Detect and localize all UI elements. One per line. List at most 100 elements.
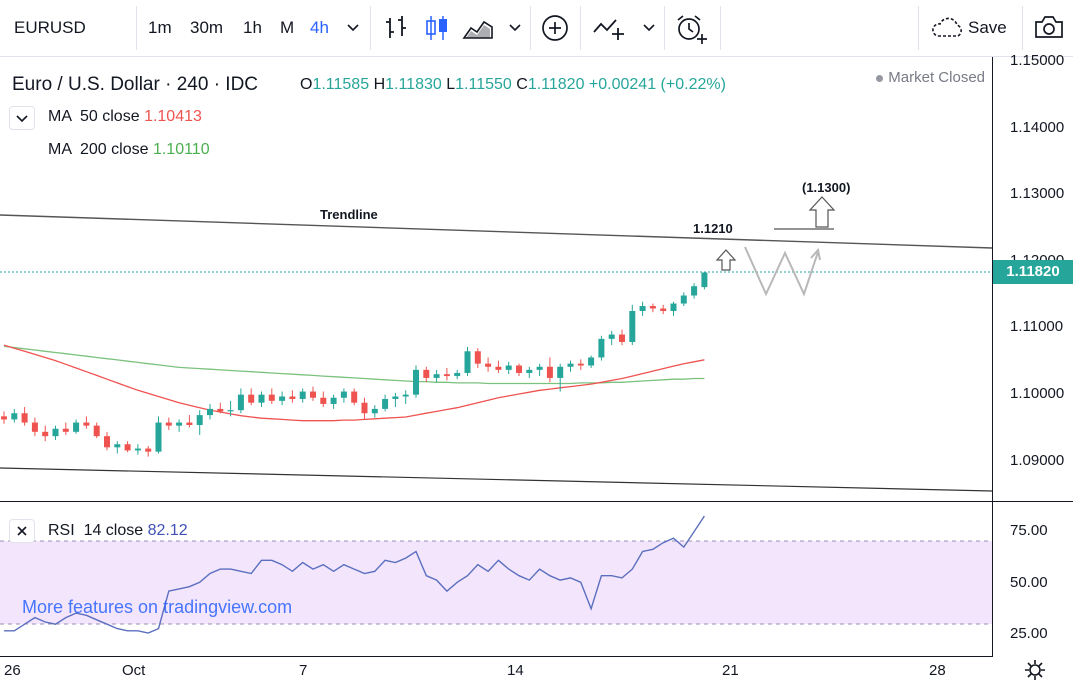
trendline-lower	[0, 467, 992, 492]
timeframe-1m[interactable]: 1m	[148, 18, 172, 37]
candle-body	[248, 394, 255, 403]
candle-body	[691, 286, 698, 296]
ohlc-legend: O1.11585 H1.11830 L1.11550 C1.11820 +0.0…	[300, 76, 726, 94]
rsi-axis-label: 75.00	[1010, 522, 1048, 539]
cloud-icon[interactable]	[930, 17, 966, 39]
camera-icon[interactable]	[1034, 14, 1064, 40]
trendline-upper	[0, 214, 992, 249]
candle-body	[557, 366, 564, 378]
candle-body	[639, 306, 646, 311]
price-chart[interactable]: Trendline 1.1210 (1.1300)	[0, 57, 992, 657]
projection-arrowhead	[810, 247, 821, 261]
candles-chart-style-icon[interactable]	[424, 14, 450, 42]
timeframe-1h[interactable]: 1h	[243, 18, 262, 37]
price-label: 1.13000	[1010, 185, 1065, 202]
chevron-down-icon[interactable]	[346, 22, 360, 34]
candle-body	[207, 408, 213, 416]
close-label: C	[516, 76, 528, 93]
rsi-label: RSI 14 close	[48, 522, 144, 539]
candle-body	[155, 422, 162, 452]
candle-body	[52, 428, 59, 437]
candle-body	[62, 428, 69, 432]
timeframe-30m[interactable]: 30m	[190, 18, 224, 37]
candle-body	[454, 372, 461, 377]
candle-body	[42, 431, 49, 437]
chevron-down-icon[interactable]	[642, 22, 656, 34]
low-label: L	[446, 76, 456, 93]
candle-body	[176, 422, 183, 426]
close-icon	[17, 526, 27, 536]
candle-body	[21, 413, 28, 423]
candle-body	[402, 394, 409, 397]
price-label: 1.15000	[1010, 52, 1065, 69]
chevron-down-icon[interactable]	[508, 22, 522, 34]
toolbar-divider	[580, 6, 581, 50]
ma200-line	[3, 345, 705, 385]
tradingview-watermark[interactable]: More features on tradingview.com	[22, 597, 293, 617]
collapse-rsi-button[interactable]	[9, 519, 35, 543]
up-arrow-target	[808, 196, 836, 228]
bar-chart-style-icon[interactable]	[384, 14, 410, 42]
compare-icon[interactable]	[592, 14, 628, 44]
candle-body	[310, 391, 316, 398]
rsi-legend: RSI 14 close 82.12	[48, 522, 188, 540]
toolbar-divider	[664, 6, 665, 50]
candle-body	[217, 408, 224, 412]
candle-body	[474, 351, 481, 364]
candle-body	[536, 366, 543, 370]
candle-body	[680, 295, 687, 304]
candle-body	[495, 366, 502, 370]
time-axis[interactable]	[0, 656, 992, 685]
candle-body	[443, 374, 450, 377]
ma50-line	[3, 344, 705, 422]
timeframe-M[interactable]: M	[280, 18, 295, 37]
current-price-badge: 1.11820	[993, 260, 1073, 284]
candle-body	[31, 422, 38, 432]
candle-body	[196, 415, 203, 426]
candle-body	[516, 365, 522, 373]
candle-body	[279, 396, 286, 401]
candle-body	[165, 422, 172, 426]
toolbar-divider	[136, 6, 137, 50]
save-button[interactable]: Save	[968, 18, 1007, 37]
pane-separator[interactable]	[0, 501, 1073, 502]
candle-body	[114, 444, 121, 448]
collapse-legend-button[interactable]	[9, 106, 35, 130]
rsi-axis-label: 25.00	[1010, 625, 1048, 642]
rsi-line	[4, 515, 705, 634]
level-1300-label: (1.1300)	[802, 180, 850, 195]
price-label: 1.11000	[1010, 318, 1064, 335]
candle-body	[629, 310, 636, 342]
candle-body	[227, 410, 234, 412]
candle-body	[320, 397, 327, 404]
high-value: 1.11830	[385, 76, 442, 93]
ma50-legend: MA 50 close 1.10413	[48, 108, 202, 126]
toolbar-divider	[918, 6, 919, 50]
area-chart-style-icon[interactable]	[462, 14, 494, 42]
timeframe-4h[interactable]: 4h	[310, 18, 329, 37]
candles-group	[1, 271, 708, 457]
candle-body	[588, 357, 595, 366]
up-arrow-small	[715, 249, 737, 271]
candle-body	[660, 308, 667, 311]
projection-zigzag	[744, 246, 819, 297]
toolbar-divider	[530, 6, 531, 50]
toolbar-divider	[370, 6, 371, 50]
add-indicator-icon[interactable]	[540, 14, 570, 44]
candle-body	[526, 369, 533, 373]
rsi-axis-label: 50.00	[1010, 574, 1048, 591]
price-axis[interactable]	[992, 57, 1073, 657]
chevron-down-icon	[16, 115, 28, 123]
candle-body	[392, 396, 399, 399]
low-value: 1.11550	[455, 76, 512, 93]
market-status: Market Closed	[876, 69, 985, 86]
symbol-search[interactable]: EURUSD	[14, 18, 86, 37]
candle-body	[124, 444, 131, 451]
toolbar-divider	[720, 6, 721, 50]
candle-body	[186, 422, 193, 426]
candle-body	[505, 365, 512, 370]
candle-body	[299, 391, 306, 399]
open-label: O	[300, 76, 313, 93]
settings-gear-icon[interactable]	[1024, 659, 1046, 681]
alarm-clock-icon[interactable]	[674, 14, 710, 44]
